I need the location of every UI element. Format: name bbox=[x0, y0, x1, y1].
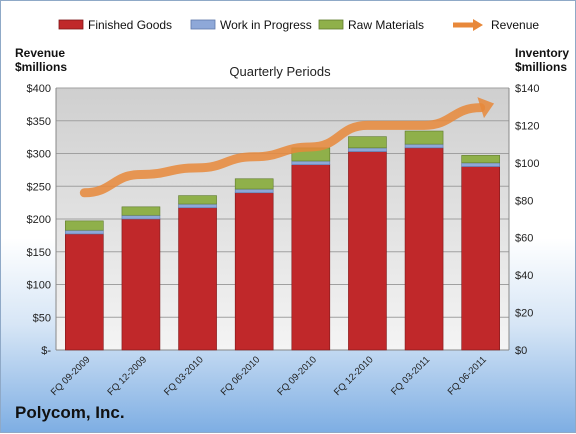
right-tick-label: $20 bbox=[515, 308, 533, 320]
right-tick-label: $0 bbox=[515, 345, 527, 357]
left-tick-label: $350 bbox=[27, 116, 51, 128]
bar-work-in-progress bbox=[291, 160, 331, 166]
x-tick-label: FQ 06-2011 bbox=[446, 354, 489, 397]
bar-finished-goods bbox=[178, 207, 217, 351]
bar-work-in-progress bbox=[461, 162, 500, 167]
right-tick-label: $140 bbox=[515, 83, 539, 95]
bar-raw-materials bbox=[461, 155, 500, 164]
right-tick-label: $80 bbox=[515, 195, 533, 207]
bar-work-in-progress bbox=[404, 143, 444, 149]
bar-raw-materials bbox=[121, 206, 161, 216]
bar-raw-materials bbox=[178, 195, 217, 205]
revenue-line bbox=[79, 103, 486, 198]
left-tick-label: $100 bbox=[27, 280, 51, 292]
left-axis-label-line2: $millions bbox=[15, 60, 67, 74]
revenue-arrowhead bbox=[477, 97, 495, 119]
left-tick-label: $200 bbox=[27, 214, 51, 226]
x-tick-label: FQ 12-2010 bbox=[332, 354, 376, 398]
x-tick-label: FQ 09-2010 bbox=[275, 354, 319, 398]
legend-label: Revenue bbox=[491, 18, 539, 32]
chart-title: Quarterly Periods bbox=[229, 64, 331, 79]
right-axis-label-line2: $millions bbox=[515, 60, 567, 74]
right-axis-label-line1: Inventory bbox=[515, 46, 569, 60]
legend-swatch-raw-materials bbox=[318, 19, 344, 30]
x-tick-label: FQ 06-2010 bbox=[219, 354, 263, 398]
right-tick-label: $60 bbox=[515, 233, 533, 245]
bar-finished-goods bbox=[404, 147, 444, 351]
legend-label: Finished Goods bbox=[88, 18, 172, 32]
left-tick-label: $150 bbox=[27, 247, 51, 259]
company-name: Polycom, Inc. bbox=[15, 403, 125, 422]
bar-work-in-progress bbox=[234, 188, 274, 194]
x-tick-label: FQ 12-2009 bbox=[105, 354, 149, 398]
x-tick-label: FQ 09-2009 bbox=[49, 354, 93, 398]
bar-finished-goods bbox=[348, 151, 387, 351]
bar-finished-goods bbox=[121, 218, 161, 351]
bar-work-in-progress bbox=[65, 229, 104, 235]
legend-swatch-arrow bbox=[473, 19, 483, 31]
bar-work-in-progress bbox=[121, 214, 161, 220]
left-axis-label-line1: Revenue bbox=[15, 46, 65, 60]
bar-raw-materials bbox=[404, 130, 444, 145]
right-tick-label: $40 bbox=[515, 270, 533, 282]
bar-work-in-progress bbox=[348, 147, 387, 152]
bar-finished-goods bbox=[291, 164, 331, 351]
left-tick-label: $400 bbox=[27, 83, 51, 95]
right-tick-label: $100 bbox=[515, 158, 539, 170]
bar-finished-goods bbox=[234, 192, 274, 351]
left-tick-label: $250 bbox=[27, 181, 51, 193]
bar-finished-goods bbox=[65, 233, 104, 351]
bar-work-in-progress bbox=[178, 203, 217, 209]
left-tick-label: $- bbox=[41, 345, 51, 357]
bar-raw-materials bbox=[348, 136, 387, 149]
bar-finished-goods bbox=[461, 166, 500, 351]
left-tick-label: $50 bbox=[33, 312, 51, 324]
x-tick-label: FQ 03-2010 bbox=[162, 354, 206, 398]
legend-swatch-work-in-progress bbox=[190, 19, 216, 30]
bar-raw-materials bbox=[234, 178, 274, 190]
right-tick-label: $120 bbox=[515, 120, 539, 132]
left-tick-label: $300 bbox=[27, 149, 51, 161]
legend-label: Work in Progress bbox=[220, 18, 312, 32]
legend-label: Raw Materials bbox=[348, 18, 424, 32]
x-tick-label: FQ 03-2011 bbox=[389, 354, 432, 397]
bar-raw-materials bbox=[65, 220, 104, 231]
legend-swatch-finished-goods bbox=[58, 19, 84, 30]
